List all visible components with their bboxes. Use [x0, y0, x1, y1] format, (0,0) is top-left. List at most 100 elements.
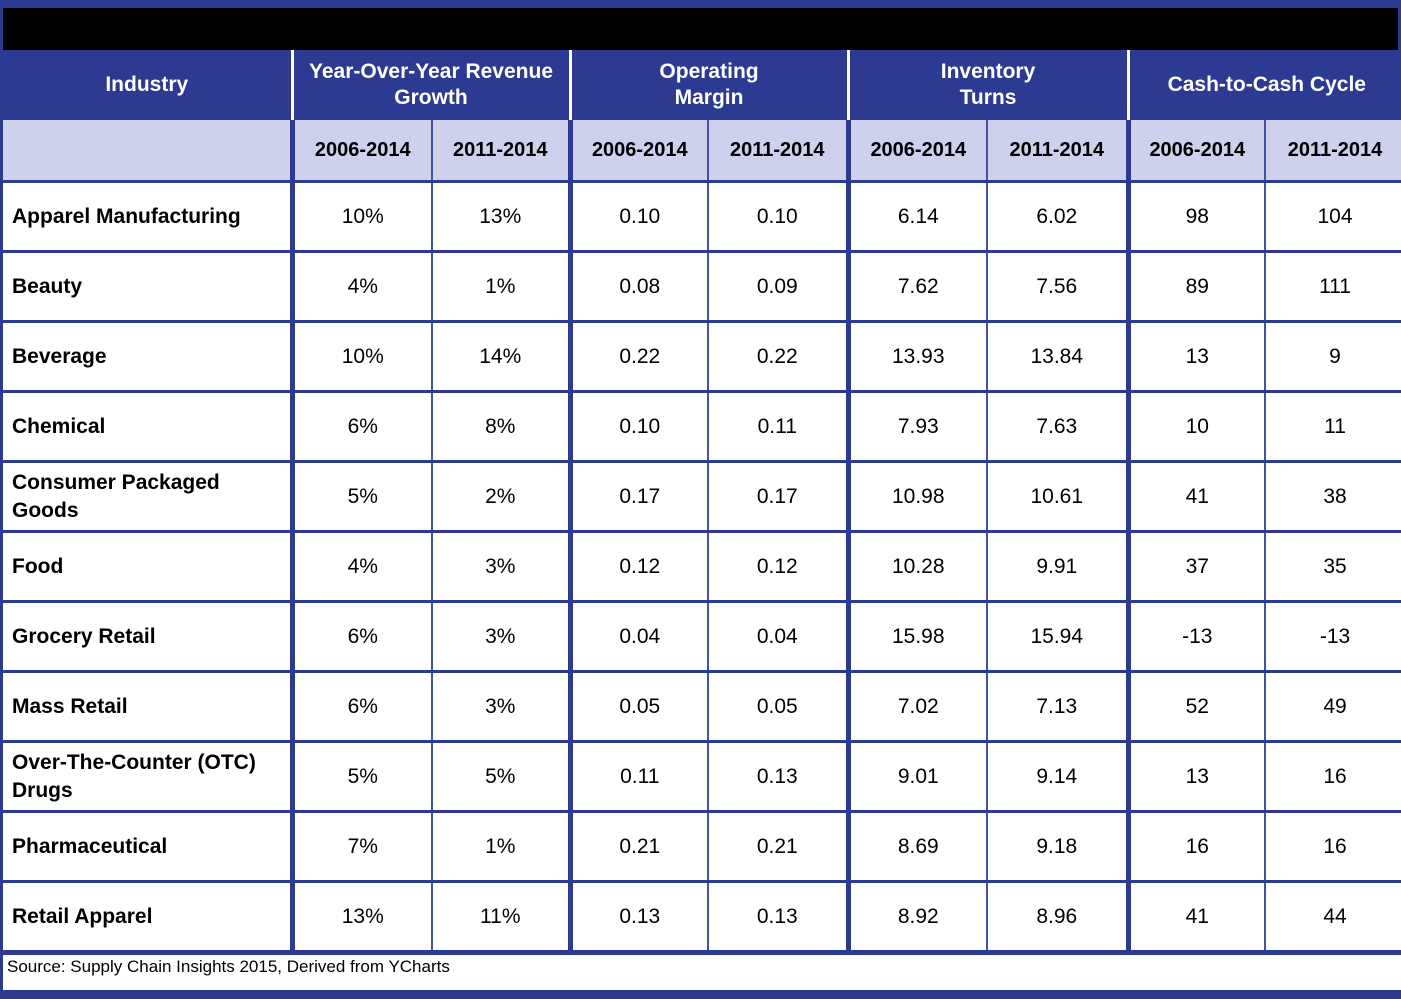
- value-cell: 7%: [292, 811, 433, 883]
- value-cell: 13: [1128, 741, 1267, 813]
- value-cell: 41: [1128, 881, 1267, 954]
- value-cell: 41: [1128, 461, 1267, 533]
- table-body: Apparel Manufacturing 10% 13% 0.10 0.10 6.14 6…: [3, 181, 1401, 990]
- value-cell: 0.11: [708, 391, 851, 463]
- value-cell: 49: [1265, 671, 1401, 743]
- metrics-table: Industry Year-Over-Year Revenue Growth O…: [3, 50, 1401, 990]
- period-header: 2011-2014: [432, 120, 573, 183]
- value-cell: 16: [1265, 811, 1401, 883]
- value-cell: 9.91: [987, 531, 1131, 603]
- table-row: Retail Apparel 13% 11% 0.13 0.13 8.92 8.96 41 44: [3, 881, 1401, 954]
- value-cell: 11%: [432, 881, 573, 954]
- value-cell: 4%: [292, 531, 433, 603]
- value-cell: 0.04: [570, 601, 710, 673]
- value-cell: -13: [1128, 601, 1267, 673]
- value-cell: 7.56: [987, 251, 1131, 323]
- value-cell: 44: [1265, 881, 1401, 954]
- value-cell: 38: [1265, 461, 1401, 533]
- industry-cell: Mass Retail: [3, 671, 295, 743]
- value-cell: 0.10: [570, 391, 710, 463]
- table-row: Beauty 4% 1% 0.08 0.09 7.62 7.56 89 111: [3, 251, 1401, 323]
- industry-cell: Chemical: [3, 391, 295, 463]
- value-cell: 0.21: [708, 811, 851, 883]
- value-cell: 3%: [432, 601, 573, 673]
- source-row: Source: Supply Chain Insights 2015, Deri…: [3, 950, 1401, 990]
- value-cell: 7.02: [848, 671, 989, 743]
- period-header: 2011-2014: [1265, 120, 1401, 183]
- value-cell: 0.13: [570, 881, 710, 954]
- period-header-row: 2006-2014 2011-2014 2006-2014 2011-2014 2006…: [3, 120, 1401, 183]
- value-cell: 16: [1128, 811, 1267, 883]
- value-cell: 1%: [432, 811, 573, 883]
- value-cell: 0.13: [708, 881, 851, 954]
- source-text: Source: Supply Chain Insights 2015, Deri…: [3, 950, 1401, 990]
- value-cell: 104: [1265, 181, 1401, 253]
- period-header-industry-spacer: [3, 120, 295, 183]
- group-header-revenue-growth: Year-Over-Year Revenue Growth: [290, 50, 571, 120]
- value-cell: 0.11: [570, 741, 710, 813]
- value-cell: 7.62: [848, 251, 989, 323]
- value-cell: 0.13: [708, 741, 851, 813]
- industry-cell: Grocery Retail: [3, 601, 295, 673]
- table-row: Chemical 6% 8% 0.10 0.11 7.93 7.63 10 11: [3, 391, 1401, 463]
- table-row: Apparel Manufacturing 10% 13% 0.10 0.10 6.14 6…: [3, 181, 1401, 253]
- value-cell: 8.69: [848, 811, 989, 883]
- value-cell: 0.05: [570, 671, 710, 743]
- title-bar: [3, 8, 1398, 50]
- table-row: Food 4% 3% 0.12 0.12 10.28 9.91 37 35: [3, 531, 1401, 603]
- period-header: 2006-2014: [1128, 120, 1267, 183]
- value-cell: 13.93: [848, 321, 989, 393]
- table-row: Over-The-Counter (OTC) Drugs 5% 5% 0.11 0.13…: [3, 741, 1401, 813]
- value-cell: 4%: [292, 251, 433, 323]
- industry-cell: Over-The-Counter (OTC) Drugs: [3, 741, 295, 813]
- value-cell: 10.28: [848, 531, 989, 603]
- value-cell: 13: [1128, 321, 1267, 393]
- value-cell: 111: [1265, 251, 1401, 323]
- value-cell: 5%: [432, 741, 573, 813]
- value-cell: 10: [1128, 391, 1267, 463]
- value-cell: 6%: [292, 601, 433, 673]
- value-cell: 6.14: [848, 181, 989, 253]
- value-cell: 10%: [292, 181, 433, 253]
- value-cell: 0.12: [570, 531, 710, 603]
- value-cell: 0.22: [570, 321, 710, 393]
- value-cell: 0.04: [708, 601, 851, 673]
- period-header: 2011-2014: [987, 120, 1131, 183]
- value-cell: 7.13: [987, 671, 1131, 743]
- group-header-inventory-turns: Inventory Turns: [846, 50, 1129, 120]
- value-cell: 13.84: [987, 321, 1131, 393]
- value-cell: 16: [1265, 741, 1401, 813]
- value-cell: 52: [1128, 671, 1267, 743]
- value-cell: 2%: [432, 461, 573, 533]
- value-cell: 10%: [292, 321, 433, 393]
- value-cell: 6.02: [987, 181, 1131, 253]
- industry-cell: Pharmaceutical: [3, 811, 295, 883]
- value-cell: 11: [1265, 391, 1401, 463]
- table-row: Consumer Packaged Goods 5% 2% 0.17 0.17 10.98…: [3, 461, 1401, 533]
- value-cell: 10.61: [987, 461, 1131, 533]
- value-cell: 8.96: [987, 881, 1131, 954]
- value-cell: 14%: [432, 321, 573, 393]
- table-row: Beverage 10% 14% 0.22 0.22 13.93 13.84 13 9: [3, 321, 1401, 393]
- value-cell: 6%: [292, 391, 433, 463]
- value-cell: 7.63: [987, 391, 1131, 463]
- industry-cell: Apparel Manufacturing: [3, 181, 295, 253]
- value-cell: 0.10: [708, 181, 851, 253]
- value-cell: 89: [1128, 251, 1267, 323]
- value-cell: 0.17: [570, 461, 710, 533]
- value-cell: 10.98: [848, 461, 989, 533]
- value-cell: 0.08: [570, 251, 710, 323]
- value-cell: 0.17: [708, 461, 851, 533]
- industry-cell: Beauty: [3, 251, 295, 323]
- value-cell: -13: [1265, 601, 1401, 673]
- value-cell: 0.22: [708, 321, 851, 393]
- group-header-industry: Industry: [3, 50, 292, 120]
- value-cell: 3%: [432, 671, 573, 743]
- table-row: Pharmaceutical 7% 1% 0.21 0.21 8.69 9.18 16 16: [3, 811, 1401, 883]
- value-cell: 9: [1265, 321, 1401, 393]
- industry-cell: Consumer Packaged Goods: [3, 461, 295, 533]
- value-cell: 9.01: [848, 741, 989, 813]
- period-header: 2006-2014: [848, 120, 989, 183]
- industry-cell: Retail Apparel: [3, 881, 295, 954]
- group-header-row: Industry Year-Over-Year Revenue Growth O…: [3, 50, 1401, 120]
